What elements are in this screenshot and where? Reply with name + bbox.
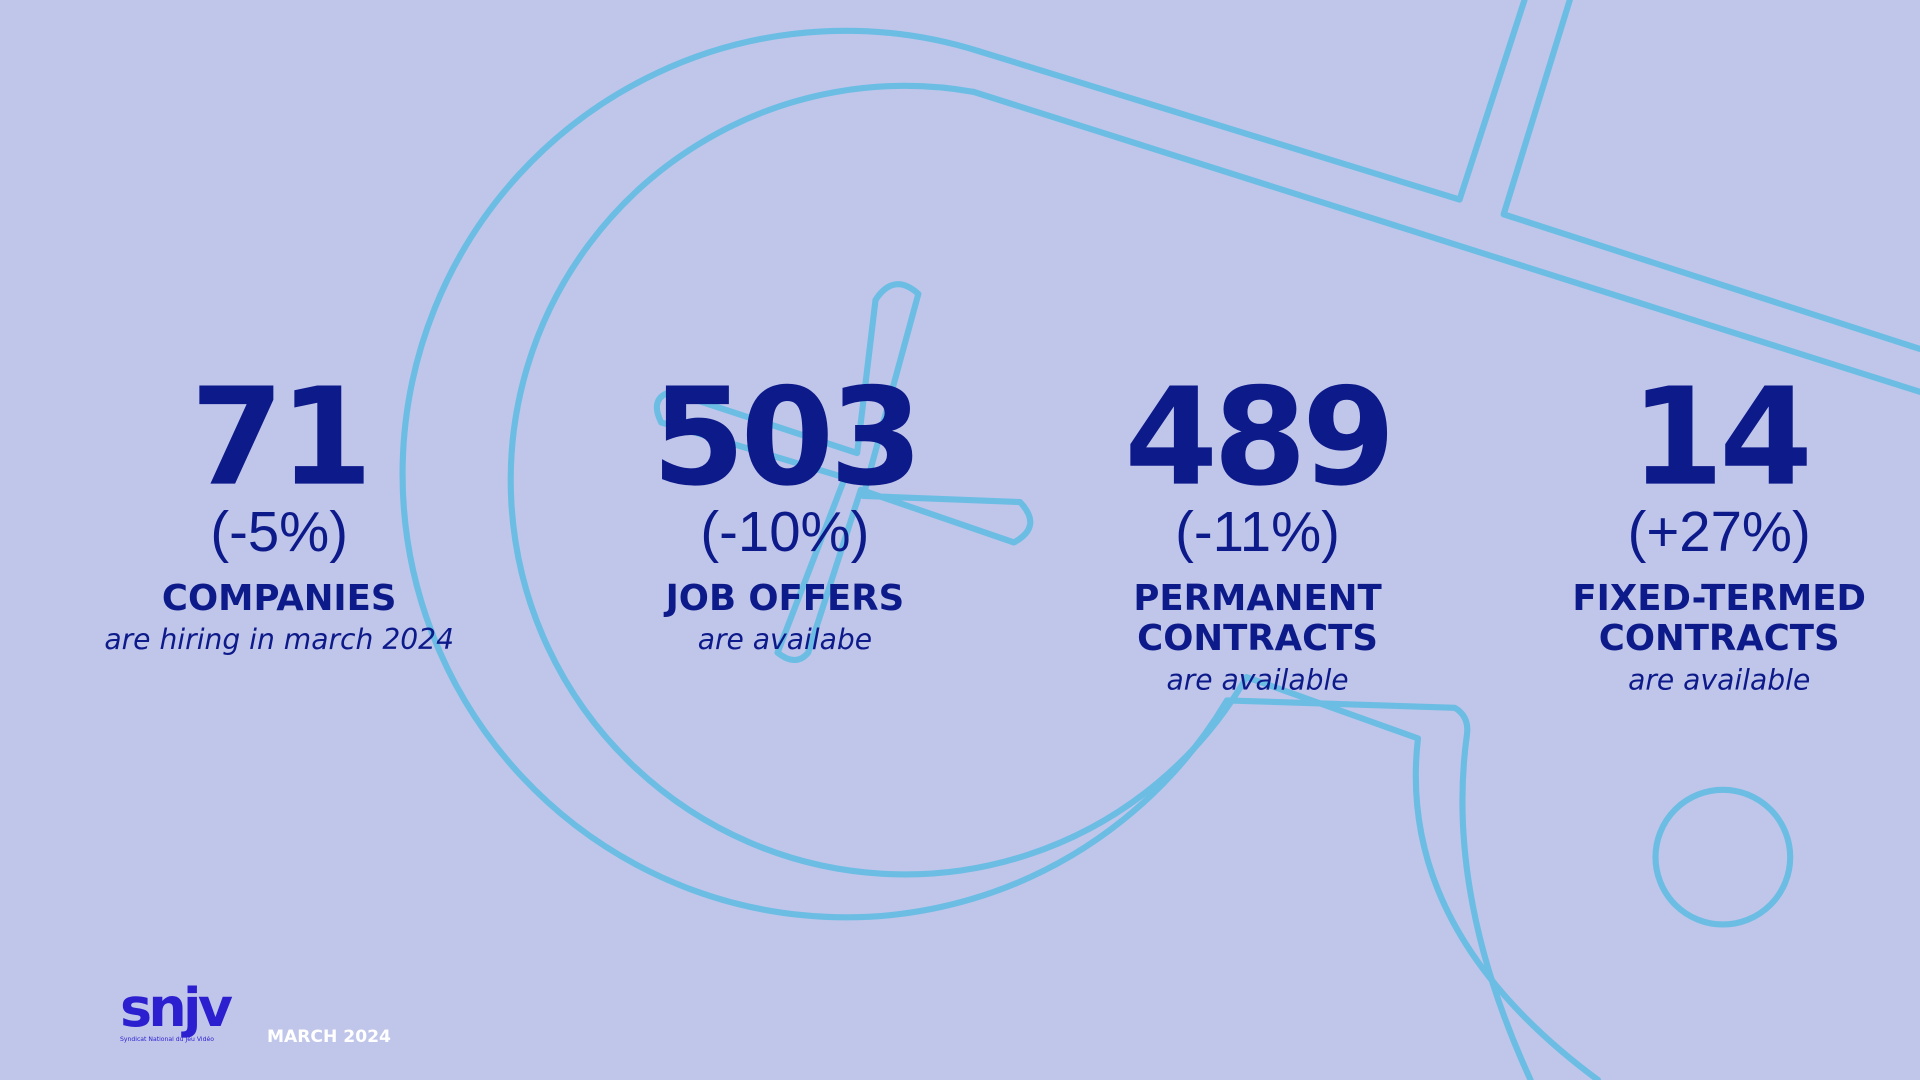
stat-caption: are availabe — [698, 623, 872, 656]
stat-label: PERMANENT — [1133, 578, 1382, 619]
stat-label: CONTRACTS — [1137, 618, 1378, 659]
stat-caption: are available — [1628, 663, 1810, 696]
decor-line — [976, 0, 1528, 203]
stat-caption: are hiring in march 2024 — [104, 623, 454, 656]
date: MARCH 2024 — [267, 1027, 391, 1047]
decor-cross — [653, 281, 1034, 664]
decor-ring — [399, 27, 1534, 1080]
stat-label: FIXED-TERMED — [1572, 578, 1866, 619]
decor-line — [1500, 0, 1920, 353]
stat-change: (-11%) — [1175, 500, 1340, 563]
decor-ring — [507, 82, 1602, 1080]
stat-label: COMPANIES — [162, 578, 397, 619]
decor-circle — [1652, 786, 1794, 928]
stat-change: (-10%) — [700, 500, 869, 563]
stat-value: 489 — [1124, 359, 1390, 516]
stat-change: (-5%) — [210, 500, 348, 563]
decor-line — [970, 88, 1920, 395]
stat-value: 71 — [190, 359, 368, 516]
decoration — [399, 0, 1920, 1080]
stat-caption: are available — [1166, 663, 1348, 696]
stat-value: 14 — [1630, 359, 1808, 516]
stat-value: 503 — [652, 359, 918, 516]
stat-label: CONTRACTS — [1599, 618, 1840, 659]
stats: 71(-5%) COMPANIES are hiring in march 2024… — [104, 359, 1866, 697]
logo-subtitle: Syndicat National du Jeu Vidéo — [120, 1035, 214, 1043]
logo: snjv — [120, 976, 233, 1039]
stat-label: JOB OFFERS — [664, 578, 905, 619]
stat-change: (+27%) — [1628, 500, 1811, 563]
